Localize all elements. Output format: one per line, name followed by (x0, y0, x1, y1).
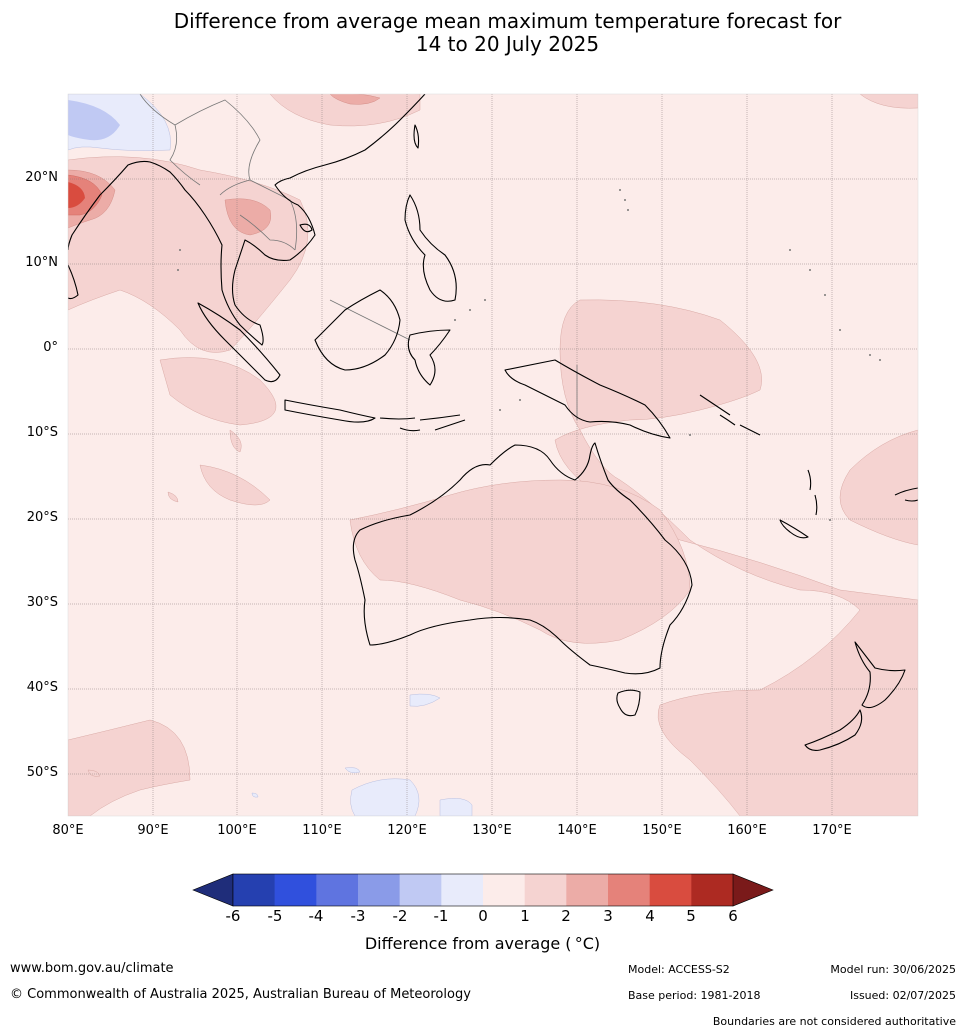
lat-label-20s: 20°S (26, 510, 58, 525)
colorbar-tick: 2 (561, 907, 571, 925)
colorbar-tick: -4 (308, 907, 324, 925)
boundary-disclaimer: Boundaries are not considered authoritat… (712, 1015, 956, 1028)
country-borders (139, 94, 578, 420)
base-period: Base period: 1981-2018 (628, 989, 761, 1002)
model-run-date: Model run: 30/06/2025 (830, 963, 956, 976)
colorbar-tick: -2 (392, 907, 408, 925)
borneo-coastline (314, 289, 401, 371)
lesser-sunda-islands (379, 414, 466, 432)
colorbar-tick: 5 (686, 907, 696, 925)
lon-label-140e: 140°E (557, 823, 597, 838)
anomaly-region-1-to-2 (68, 94, 918, 816)
colorbar-tick: 6 (728, 907, 738, 925)
new-guinea-coastline (504, 359, 671, 439)
colorbar-bin (691, 874, 734, 906)
lat-label-equator: 0° (43, 340, 58, 355)
lat-label-50s: 50°S (26, 765, 58, 780)
model-name: Model: ACCESS-S2 (628, 963, 730, 976)
java-coastline (284, 399, 376, 423)
solomon-islands (699, 394, 761, 436)
colorbar-tick: 0 (478, 907, 488, 925)
lon-label-110e: 110°E (302, 823, 342, 838)
fiji-islands (894, 487, 918, 502)
taiwan-coastline (413, 124, 420, 149)
colorbar-over-arrow (732, 873, 774, 907)
sulawesi-coastline (407, 329, 451, 386)
lon-label-150e: 150°E (642, 823, 682, 838)
anomaly-region-4-to-5 (68, 182, 85, 208)
colorbar-under-arrow (192, 873, 234, 907)
colorbar-tick: -1 (433, 907, 449, 925)
colorbar-bin (441, 874, 484, 906)
anomaly-region-minus2-to-minus1 (68, 100, 120, 141)
map-title-line-1: Difference from average mean maximum tem… (173, 9, 842, 33)
colorbar-bin (524, 874, 567, 906)
hainan-coastline (299, 223, 313, 233)
map-title: Difference from average mean maximum tem… (0, 10, 965, 56)
colorbar-frame (232, 873, 734, 907)
colorbar-tick: 1 (520, 907, 530, 925)
lat-label-20n: 20°N (25, 170, 58, 185)
colorbar-bin (316, 874, 359, 906)
australia-coastline (352, 442, 693, 675)
tasmania-coastline (616, 689, 641, 717)
lat-label-30s: 30°S (26, 595, 58, 610)
colorbar-bins (233, 874, 734, 906)
new-zealand-south-island (804, 709, 863, 751)
india-coastline (68, 264, 79, 300)
lat-label-40s: 40°S (26, 680, 58, 695)
lon-label-170e: 170°E (812, 823, 852, 838)
colorbar-bin (358, 874, 400, 906)
lon-label-100e: 100°E (217, 823, 257, 838)
new-zealand-north-island (854, 641, 906, 709)
colorbar-bin (274, 874, 317, 906)
colorbar-tick: -3 (350, 907, 366, 925)
colorbar-tick: 4 (645, 907, 655, 925)
colorbar-title: Difference from average ( °C) (364, 934, 601, 953)
map-frame (67, 93, 919, 817)
lon-label-130e: 130°E (472, 823, 512, 838)
new-caledonia (779, 519, 809, 539)
lon-label-80e: 80°E (52, 823, 84, 838)
vanuatu-islands (807, 469, 818, 516)
small-islands (177, 189, 881, 521)
asia-mainland-coastline (68, 94, 426, 346)
issued-date: Issued: 02/07/2025 (849, 989, 956, 1002)
lon-label-120e: 120°E (387, 823, 427, 838)
lon-label-90e: 90°E (137, 823, 169, 838)
coastlines (68, 94, 918, 751)
lon-label-160e: 160°E (727, 823, 767, 838)
colorbar-tick: 3 (603, 907, 613, 925)
lat-label-10s: 10°S (26, 425, 58, 440)
colorbar-tick: -6 (225, 907, 241, 925)
philippines-coastline (404, 194, 457, 302)
colorbar-tick: -5 (267, 907, 283, 925)
colorbar-bin (233, 874, 275, 906)
colorbar-bin (649, 874, 692, 906)
website-link[interactable]: www.bom.gov.au/climate (10, 961, 174, 976)
anomaly-map (67, 93, 919, 817)
map-title-line-2: 14 to 20 July 2025 (415, 32, 600, 56)
graticule (68, 94, 918, 816)
copyright-text: © Commonwealth of Australia 2025, Austra… (10, 987, 471, 1002)
lat-label-10n: 10°N (25, 255, 58, 270)
colorbar-bin (483, 874, 525, 906)
colorbar-bin (399, 874, 442, 906)
colorbar-bin (566, 874, 609, 906)
sumatra-coastline (197, 302, 281, 383)
colorbar-bin (608, 874, 650, 906)
